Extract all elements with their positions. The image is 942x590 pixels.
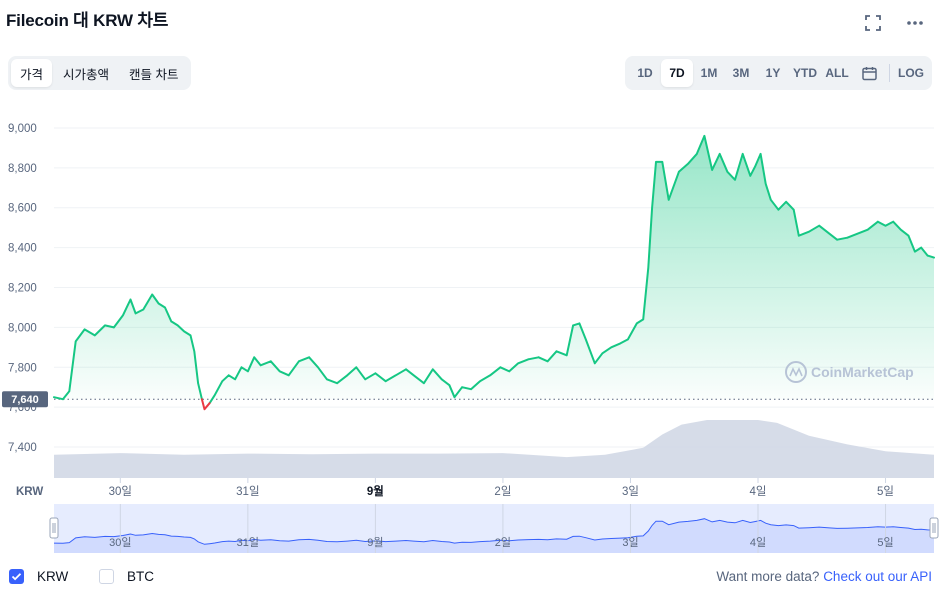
- range-tab-ytd[interactable]: YTD: [793, 66, 817, 80]
- y-tick-label: 8,400: [8, 243, 37, 255]
- baseline-tag: [2, 391, 48, 408]
- krw-checkbox-label: KRW: [37, 569, 69, 584]
- navigator-line: [53, 518, 935, 545]
- y-tick-label: 8,600: [8, 203, 37, 215]
- navigator-tick-label: 2일: [495, 535, 511, 549]
- log-scale-toggle[interactable]: LOG: [898, 66, 924, 80]
- navigator-tick-label: 31일: [237, 535, 259, 549]
- navigator-area: [54, 518, 934, 553]
- api-link[interactable]: Check out our API: [823, 569, 932, 584]
- navigator-tick-label: 4일: [750, 535, 766, 549]
- navigator-handle-left[interactable]: [49, 517, 59, 539]
- fullscreen-icon[interactable]: [862, 12, 884, 34]
- range-tab-1m[interactable]: 1M: [700, 66, 718, 80]
- x-tick-label: 9월: [367, 484, 384, 498]
- chart-type-tabs: 가격 시가총액 캔들 차트: [8, 56, 191, 90]
- navigator-tick-label: 9월: [367, 536, 383, 549]
- more-icon[interactable]: [904, 12, 926, 34]
- y-tick-label: 8,800: [8, 163, 37, 175]
- y-tick-label: 8,000: [8, 322, 37, 334]
- y-tick-label: 7,800: [8, 362, 37, 374]
- axis-currency-label: KRW: [16, 486, 43, 498]
- navigator-tick-label: 5일: [877, 535, 893, 549]
- coinmarketcap-mark-icon: [789, 367, 803, 377]
- page-title: Filecoin 대 KRW 차트: [6, 11, 169, 30]
- divider: [889, 64, 890, 82]
- navigator-window: [54, 504, 934, 553]
- range-tab-3m[interactable]: 3M: [732, 66, 750, 80]
- baseline-tag-label: 7,640: [11, 394, 39, 406]
- x-tick-label: 3일: [622, 484, 639, 498]
- navigator-tick-label: 30일: [109, 535, 131, 549]
- tab-candle[interactable]: 캔들 차트: [129, 67, 179, 82]
- price-line-up: [53, 134, 935, 405]
- price-chart: 7,4007,6007,8008,0008,2008,4008,6008,800…: [2, 123, 939, 553]
- chart-footer: KRW BTC Want more data? Check out our AP…: [0, 566, 942, 588]
- x-tick-label: 5일: [877, 484, 894, 498]
- range-tab-1y[interactable]: 1Y: [765, 66, 781, 80]
- tab-price[interactable]: 가격: [11, 59, 53, 87]
- volume-area: [54, 420, 934, 478]
- calendar-icon[interactable]: [853, 59, 885, 87]
- navigator-tick-label: 3일: [622, 535, 638, 549]
- krw-checkbox[interactable]: [9, 569, 24, 584]
- coinmarketcap-logo-icon: [785, 361, 807, 383]
- y-tick-label: 8,200: [8, 283, 37, 295]
- api-cta: Want more data? Check out our API: [716, 569, 932, 584]
- btc-checkbox-label: BTC: [127, 569, 154, 584]
- y-tick-label: 9,000: [8, 123, 37, 135]
- x-tick-label: 31일: [236, 484, 259, 498]
- btc-checkbox[interactable]: [99, 569, 114, 584]
- range-tabs: 1D 7D 1M 3M 1Y YTD ALL LOG: [625, 56, 932, 90]
- range-tab-all[interactable]: ALL: [825, 66, 849, 80]
- x-tick-label: 2일: [494, 484, 511, 498]
- price-line-down: [200, 398, 211, 411]
- tab-market-cap[interactable]: 시가총액: [63, 67, 110, 82]
- api-cta-text: Want more data?: [716, 569, 820, 584]
- header-icons: [862, 12, 926, 34]
- x-tick-label: 4일: [750, 484, 767, 498]
- navigator-handle-right[interactable]: [929, 517, 939, 539]
- watermark: CoinMarketCap: [811, 364, 914, 380]
- x-tick-label: 30일: [109, 484, 132, 498]
- range-tab-1d[interactable]: 1D: [637, 66, 653, 80]
- y-tick-label: 7,400: [8, 442, 37, 454]
- price-area: [54, 135, 934, 400]
- range-tab-7d[interactable]: 7D: [661, 59, 693, 87]
